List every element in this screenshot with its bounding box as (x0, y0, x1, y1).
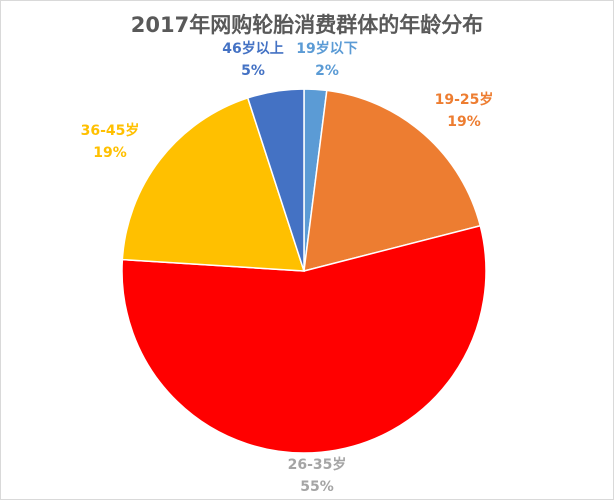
chart-title: 2017年网购轮胎消费群体的年龄分布 (130, 13, 484, 37)
slice-category-label: 36-45岁 (81, 122, 140, 139)
slice-value-label: 2% (315, 63, 339, 79)
slice-category-label: 19-25岁 (435, 91, 494, 108)
slice-value-label: 19% (447, 114, 481, 130)
slice-value-label: 5% (241, 63, 265, 79)
slice-value-label: 19% (93, 145, 127, 161)
pie-slice-4 (121, 96, 306, 272)
slice-category-label: 19岁以下 (296, 40, 357, 57)
pie-slice-3 (121, 224, 487, 454)
slice-category-label: 26-35岁 (288, 456, 347, 473)
pie-slice-5 (246, 88, 305, 272)
slice-category-label: 46岁以上 (222, 40, 283, 57)
pie-slice-2 (303, 89, 482, 273)
slice-value-label: 55% (300, 479, 334, 495)
